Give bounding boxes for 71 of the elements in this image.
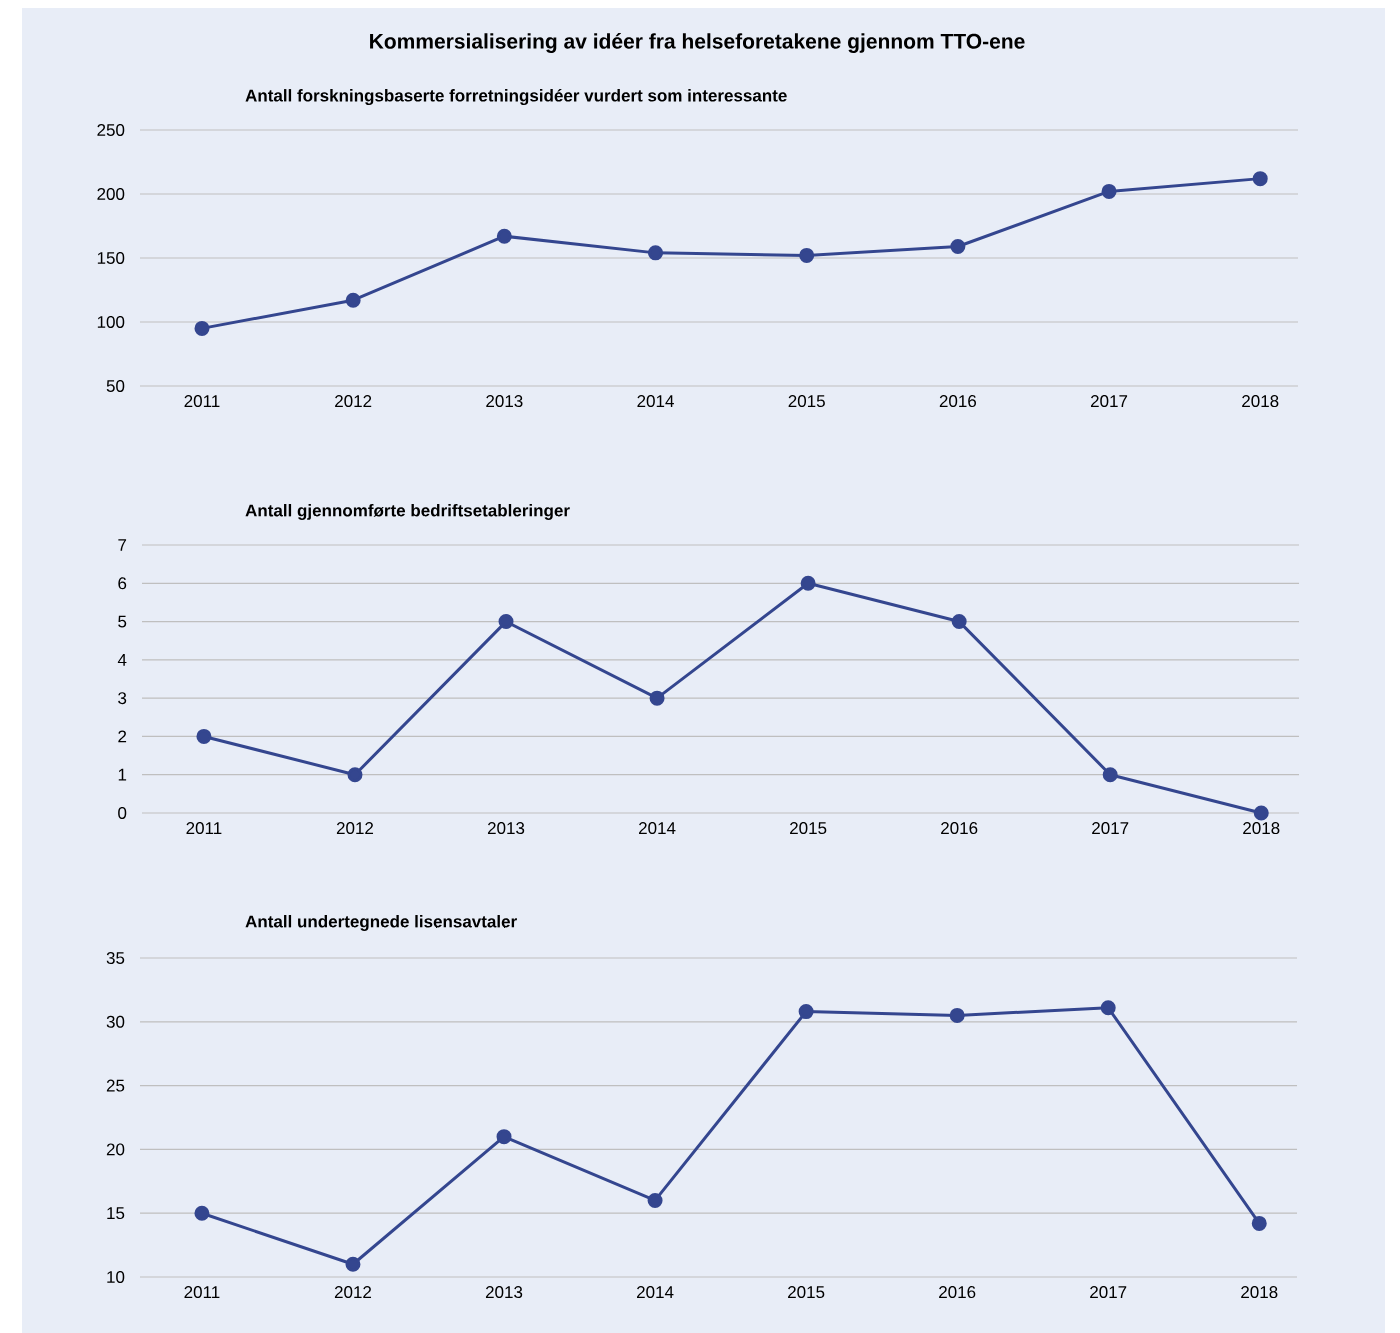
y-tick-label: 2 bbox=[118, 730, 127, 743]
point bbox=[800, 575, 816, 591]
point bbox=[345, 1256, 361, 1272]
x-tick-label: 2011 bbox=[184, 1286, 220, 1299]
x-tick-label: 2017 bbox=[1090, 395, 1128, 408]
point bbox=[799, 247, 815, 263]
x-tick-label: 2015 bbox=[788, 1286, 825, 1299]
y-tick-label: 200 bbox=[97, 187, 125, 200]
point bbox=[194, 320, 210, 336]
point bbox=[949, 1007, 965, 1023]
y-tick-label: 50 bbox=[106, 379, 125, 392]
y-tick-label: 15 bbox=[107, 1207, 125, 1220]
point bbox=[649, 690, 665, 706]
point bbox=[496, 228, 512, 244]
y-tick-label: 25 bbox=[106, 1079, 125, 1092]
point bbox=[347, 767, 363, 783]
y-tick-label: 1 bbox=[118, 768, 127, 781]
y-tick-label: 5 bbox=[118, 615, 127, 628]
point bbox=[345, 292, 361, 308]
x-tick-label: 2013 bbox=[487, 822, 525, 835]
x-tick-label: 2018 bbox=[1241, 1286, 1278, 1299]
x-tick-label: 2014 bbox=[639, 822, 676, 835]
y-tick-label: 150 bbox=[97, 251, 125, 264]
chart-title: Antall undertegnede lisensavtaler bbox=[245, 915, 517, 931]
y-tick-label: 10 bbox=[107, 1271, 125, 1284]
x-tick-label: 2014 bbox=[637, 1286, 674, 1299]
x-tick-label: 2016 bbox=[939, 395, 977, 408]
point bbox=[498, 614, 514, 630]
y-tick-label: 3 bbox=[118, 692, 127, 705]
point bbox=[647, 1192, 663, 1208]
x-tick-label: 2018 bbox=[1243, 822, 1280, 835]
point bbox=[1252, 171, 1268, 187]
x-tick-label: 2012 bbox=[335, 395, 372, 408]
x-tick-label: 2013 bbox=[486, 395, 523, 408]
x-tick-label: 2016 bbox=[941, 822, 978, 835]
point bbox=[648, 245, 664, 261]
x-tick-label: 2015 bbox=[788, 395, 825, 408]
y-tick-label: 100 bbox=[97, 315, 125, 328]
y-tick-label: 20 bbox=[106, 1143, 125, 1156]
x-tick-label: 2011 bbox=[184, 395, 220, 408]
x-tick-label: 2014 bbox=[637, 395, 674, 408]
point bbox=[496, 1129, 512, 1145]
point bbox=[1102, 767, 1118, 783]
point bbox=[1251, 1215, 1267, 1231]
point bbox=[1101, 183, 1117, 199]
point bbox=[798, 1004, 814, 1020]
x-tick-label: 2017 bbox=[1090, 1286, 1127, 1299]
y-tick-label: 6 bbox=[118, 577, 127, 590]
chart-subtitle: Antall forskningsbaserte forretningsidéer vurdert som interessante bbox=[245, 88, 787, 106]
x-tick-label: 2012 bbox=[334, 1286, 372, 1299]
point bbox=[951, 614, 967, 630]
point bbox=[196, 728, 212, 744]
y-tick-label: 250 bbox=[97, 123, 125, 136]
point bbox=[1253, 805, 1269, 821]
y-tick-label: 4 bbox=[117, 654, 127, 666]
x-tick-label: 2011 bbox=[186, 822, 222, 835]
y-tick-label: 35 bbox=[106, 952, 125, 965]
x-tick-label: 2013 bbox=[485, 1286, 523, 1299]
point bbox=[1100, 1000, 1116, 1016]
x-tick-label: 2012 bbox=[336, 822, 374, 835]
y-tick-label: 0 bbox=[118, 806, 127, 819]
x-tick-label: 2016 bbox=[939, 1286, 976, 1299]
point bbox=[950, 238, 966, 254]
point bbox=[194, 1205, 210, 1221]
x-tick-label: 2015 bbox=[790, 822, 827, 835]
y-tick-label: 7 bbox=[118, 539, 127, 551]
chart-title: Antall gjennomførte bedriftsetableringer bbox=[245, 504, 570, 520]
x-tick-label: 2017 bbox=[1092, 822, 1129, 835]
chart-title: Kommersialisering av idéer fra helseforetakene gjennom TTO-ene bbox=[370, 33, 1025, 53]
y-tick-label: 30 bbox=[106, 1015, 125, 1028]
x-tick-label: 2018 bbox=[1242, 395, 1279, 408]
